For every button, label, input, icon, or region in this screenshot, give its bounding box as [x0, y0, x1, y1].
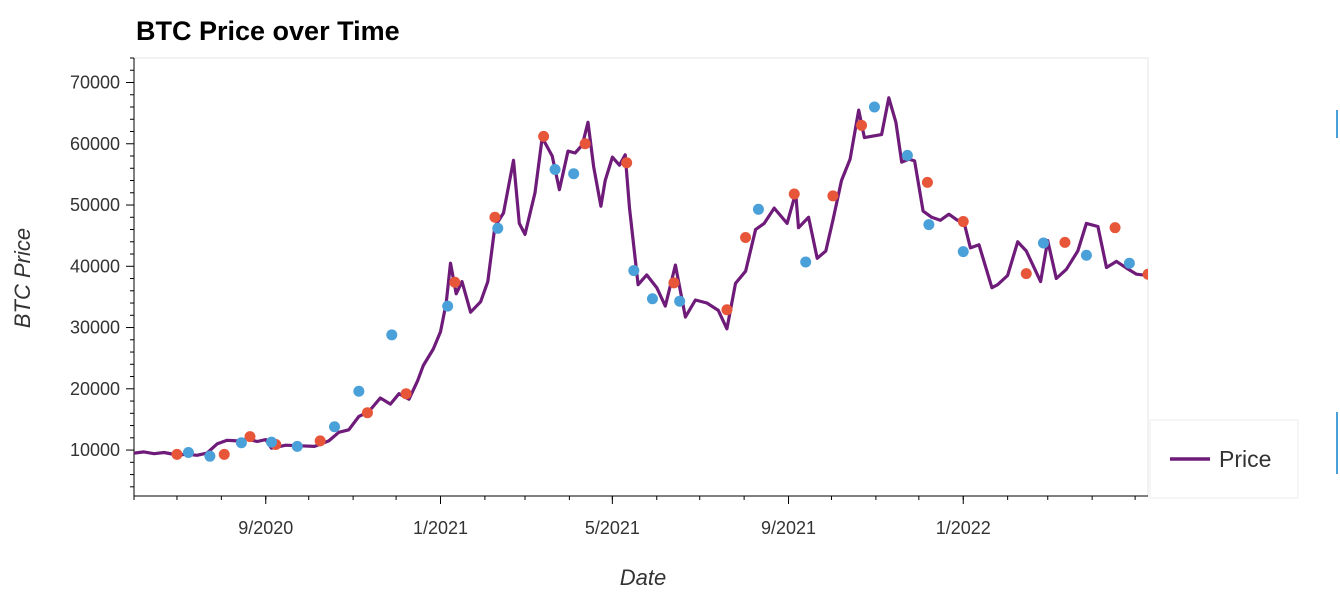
y-tick-label: 10000 [70, 440, 120, 460]
y-tick-label: 70000 [70, 73, 120, 93]
sell-marker [674, 295, 686, 307]
buy-marker [1059, 236, 1071, 248]
buy-marker [1020, 268, 1032, 280]
buy-marker [1142, 268, 1148, 280]
buy-marker [244, 431, 256, 443]
sell-marker [923, 219, 935, 231]
buy-marker [1109, 222, 1121, 234]
buy-marker [361, 407, 373, 419]
sell-marker [329, 421, 341, 433]
y-tick-label: 60000 [70, 134, 120, 154]
sell-marker [353, 385, 365, 397]
y-axis: 10000 20000 30000 40000 50000 60000 70000 [70, 57, 135, 496]
x-tick-label: 1/2022 [936, 518, 991, 538]
sell-marker [265, 436, 277, 448]
x-axis-title: Date [620, 565, 666, 590]
sell-marker [204, 450, 216, 462]
sell-marker [628, 265, 640, 277]
y-tick-label: 30000 [70, 318, 120, 338]
sell-marker [291, 440, 303, 452]
buy-marker [314, 435, 326, 447]
plot-frame [133, 57, 1149, 497]
buy-marker [621, 157, 633, 169]
legend-label-price: Price [1219, 446, 1271, 472]
sell-marker [1037, 237, 1049, 249]
price-series-line [134, 96, 1148, 457]
y-tick-label: 20000 [70, 379, 120, 399]
toolbar-edge-top [1336, 110, 1338, 138]
sell-marker [549, 163, 561, 175]
buy-marker [538, 130, 550, 142]
sell-marker [235, 437, 247, 449]
buy-marker [721, 304, 733, 316]
x-tick-label: 9/2021 [761, 518, 816, 538]
sell-marker [646, 293, 658, 305]
x-tick-label: 5/2021 [585, 518, 640, 538]
buy-marker [827, 190, 839, 202]
buy-marker [957, 216, 969, 228]
x-tick-label: 1/2021 [413, 518, 468, 538]
sell-marker [568, 168, 580, 180]
toolbar-edge-bottom [1336, 412, 1338, 474]
sell-marker [1123, 257, 1135, 269]
y-tick-label: 40000 [70, 256, 120, 276]
sell-marker [800, 256, 812, 268]
chart-title: BTC Price over Time [136, 16, 400, 46]
buy-marker [218, 448, 230, 460]
trade-markers [171, 101, 1148, 462]
buy-marker [740, 231, 752, 243]
y-tick-label: 50000 [70, 195, 120, 215]
sell-marker [868, 101, 880, 113]
y-axis-title: BTC Price [10, 228, 35, 328]
buy-marker [171, 448, 183, 460]
legend: Price [1149, 419, 1299, 499]
buy-marker [400, 388, 412, 400]
sell-marker [957, 246, 969, 258]
x-tick-label: 9/2020 [238, 518, 293, 538]
sell-marker [752, 203, 764, 215]
sell-marker [182, 447, 194, 459]
buy-marker [788, 188, 800, 200]
sell-marker [492, 222, 504, 234]
buy-marker [489, 211, 501, 223]
sell-marker [442, 300, 454, 312]
buy-marker [579, 138, 591, 150]
sell-marker [386, 329, 398, 341]
sell-marker [1080, 249, 1092, 261]
sell-marker [901, 149, 913, 161]
buy-marker [921, 176, 933, 188]
buy-marker [856, 119, 868, 131]
x-axis: 9/2020 1/2021 5/2021 9/2021 1/2022 [133, 495, 1148, 538]
buy-marker [449, 276, 461, 288]
buy-marker [668, 277, 680, 289]
